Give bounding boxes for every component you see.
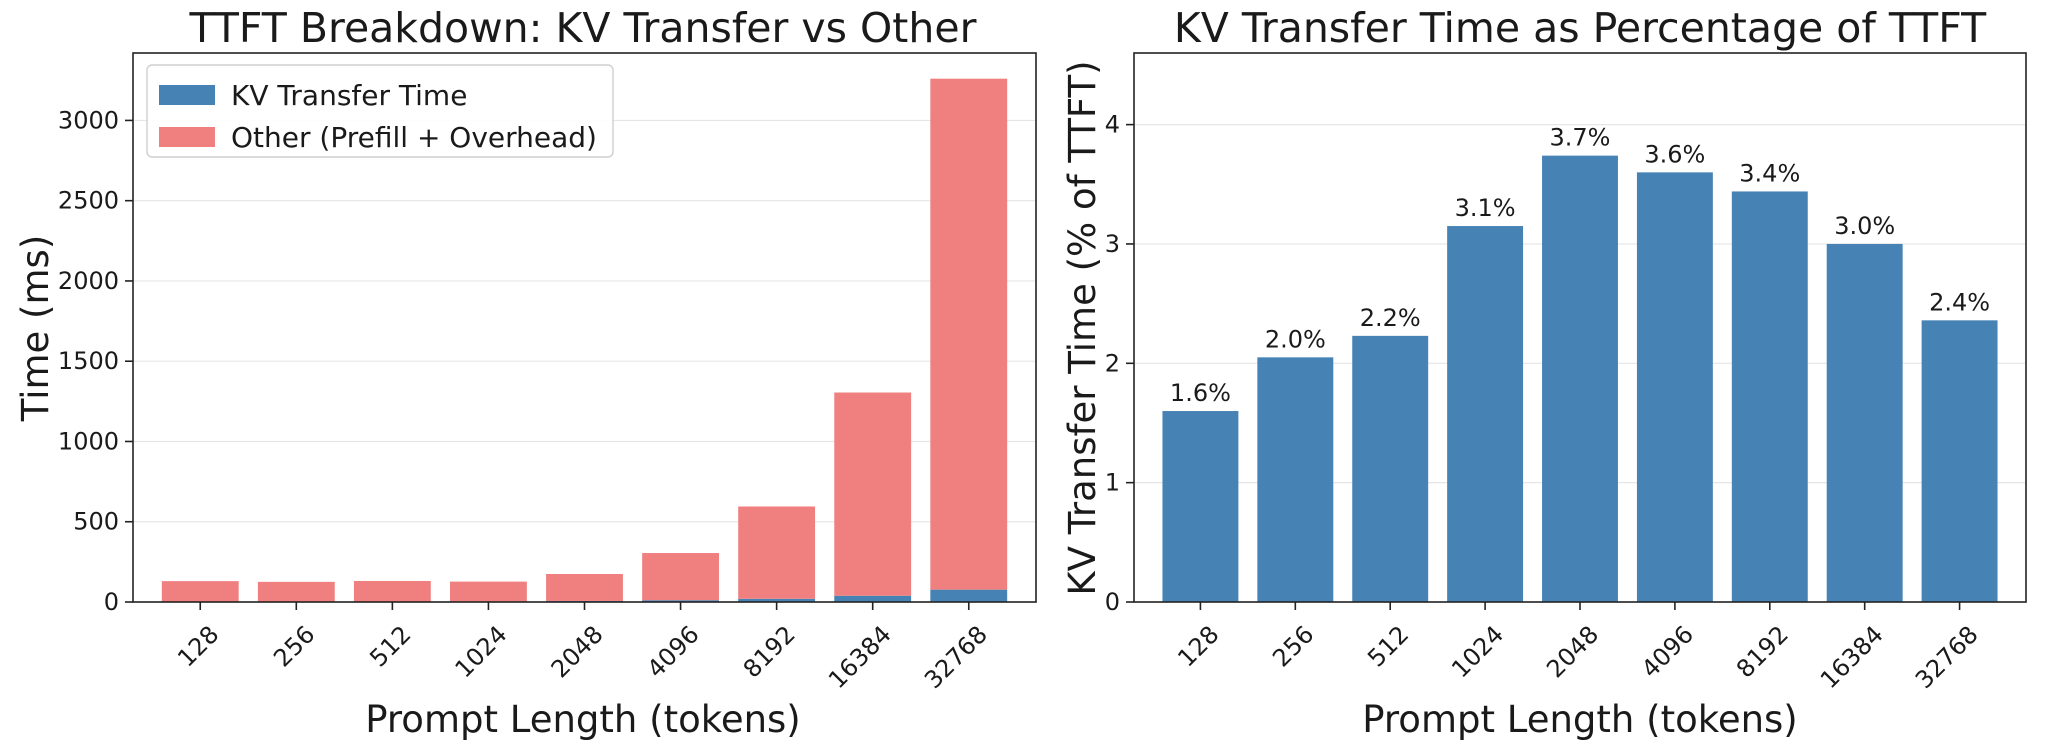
bar-other-4096 bbox=[642, 553, 719, 601]
x-tick-label: 1024 bbox=[450, 620, 513, 683]
x-tick-label: 4096 bbox=[1636, 620, 1699, 683]
y-tick-label: 3 bbox=[1105, 230, 1120, 258]
x-tick-label: 32768 bbox=[1910, 620, 1984, 694]
bar-16384 bbox=[1826, 243, 1903, 602]
y-tick-label: 2000 bbox=[58, 267, 119, 295]
bar-other-128 bbox=[161, 581, 239, 602]
legend-box bbox=[146, 64, 614, 158]
bar-256 bbox=[1257, 357, 1334, 602]
chart-ttft-breakdown: TTFT Breakdown: KV Transfer vs Other Pro… bbox=[14, 4, 1037, 741]
bar-other-32768 bbox=[930, 78, 1008, 590]
x-ticks: 128 256 512 1024 2048 4096 8192 16384 32768 bbox=[172, 602, 993, 694]
y-tick-label: 2500 bbox=[58, 187, 119, 215]
x-tick-label: 8192 bbox=[1731, 620, 1794, 683]
y-tick-label: 0 bbox=[104, 588, 119, 616]
x-tick-label: 1024 bbox=[1446, 620, 1509, 683]
x-tick-label: 512 bbox=[1362, 620, 1414, 672]
data-label: 1.6% bbox=[1170, 379, 1231, 407]
data-label: 3.4% bbox=[1739, 159, 1800, 187]
data-label: 3.7% bbox=[1550, 124, 1611, 152]
chart-title: TTFT Breakdown: KV Transfer vs Other bbox=[189, 4, 977, 52]
bar-other-512 bbox=[353, 580, 431, 602]
data-label: 2.2% bbox=[1360, 304, 1421, 332]
bar-kv-transfer-32768 bbox=[930, 589, 1008, 602]
y-axis-label: Time (ms) bbox=[14, 235, 57, 423]
legend-label: Other (Prefill + Overhead) bbox=[231, 121, 597, 154]
y-ticks: 0 500 1000 1500 2000 2500 3000 bbox=[58, 106, 133, 616]
y-tick-label: 1 bbox=[1105, 469, 1120, 497]
bar-512 bbox=[1352, 335, 1429, 602]
bar-32768 bbox=[1921, 320, 1998, 602]
x-tick-label: 16384 bbox=[1815, 620, 1889, 694]
bar-8192 bbox=[1731, 191, 1808, 602]
y-tick-label: 0 bbox=[1105, 588, 1120, 616]
x-tick-label: 128 bbox=[172, 620, 224, 672]
legend-swatch bbox=[159, 127, 215, 147]
y-axis-label: KV Transfer Time (% of TTFT) bbox=[1061, 60, 1104, 595]
bar-1024 bbox=[1447, 226, 1524, 602]
x-tick-label: 8192 bbox=[738, 620, 801, 683]
x-ticks: 128 256 512 1024 2048 4096 8192 16384 32768 bbox=[1172, 602, 1984, 694]
bar-kv-transfer-4096 bbox=[642, 600, 719, 602]
x-tick-label: 256 bbox=[268, 620, 320, 672]
bar-other-8192 bbox=[738, 506, 816, 599]
bar-4096 bbox=[1636, 172, 1713, 602]
x-tick-label: 2048 bbox=[1541, 620, 1604, 683]
y-tick-label: 3000 bbox=[58, 106, 119, 134]
chart-kv-percentage: KV Transfer Time as Percentage of TTFT P… bbox=[1061, 4, 2027, 741]
bar-other-256 bbox=[257, 581, 335, 602]
bar-kv-transfer-8192 bbox=[738, 598, 816, 602]
data-label: 2.0% bbox=[1265, 325, 1326, 353]
data-label: 2.4% bbox=[1929, 288, 1990, 316]
x-tick-label: 4096 bbox=[642, 620, 705, 683]
y-ticks: 0 1 2 3 4 bbox=[1105, 111, 1134, 616]
bar-other-2048 bbox=[546, 573, 623, 601]
bars bbox=[161, 78, 1008, 602]
bar-kv-transfer-16384 bbox=[834, 595, 912, 602]
bars: 1.6% 2.0% 2.2% 3.1% 3.7% 3.6% 3.4% 3.0% 2.4% bbox=[1162, 124, 1998, 602]
x-tick-label: 512 bbox=[364, 620, 416, 672]
y-tick-label: 2 bbox=[1105, 349, 1120, 377]
chart-title: KV Transfer Time as Percentage of TTFT bbox=[1174, 4, 1987, 52]
y-tick-label: 500 bbox=[73, 508, 119, 536]
data-label: 3.0% bbox=[1834, 212, 1895, 240]
y-tick-label: 4 bbox=[1105, 111, 1120, 139]
bar-other-16384 bbox=[834, 392, 912, 596]
data-label: 3.1% bbox=[1455, 194, 1516, 222]
x-tick-label: 256 bbox=[1267, 620, 1319, 672]
bar-other-1024 bbox=[450, 581, 527, 602]
legend-swatch bbox=[159, 85, 215, 105]
legend-label: KV Transfer Time bbox=[231, 79, 467, 112]
x-tick-label: 16384 bbox=[823, 620, 897, 694]
y-tick-label: 1500 bbox=[58, 347, 119, 375]
legend: KV Transfer Time Other (Prefill + Overhea… bbox=[146, 64, 614, 158]
x-axis-label: Prompt Length (tokens) bbox=[1362, 698, 1798, 741]
y-tick-label: 1000 bbox=[58, 427, 119, 455]
bar-128 bbox=[1162, 411, 1239, 602]
x-tick-label: 128 bbox=[1172, 620, 1224, 672]
data-label: 3.6% bbox=[1644, 140, 1705, 168]
x-tick-label: 32768 bbox=[919, 620, 993, 694]
bar-2048 bbox=[1542, 155, 1618, 602]
x-tick-label: 2048 bbox=[546, 620, 609, 683]
x-axis-label: Prompt Length (tokens) bbox=[365, 698, 801, 741]
